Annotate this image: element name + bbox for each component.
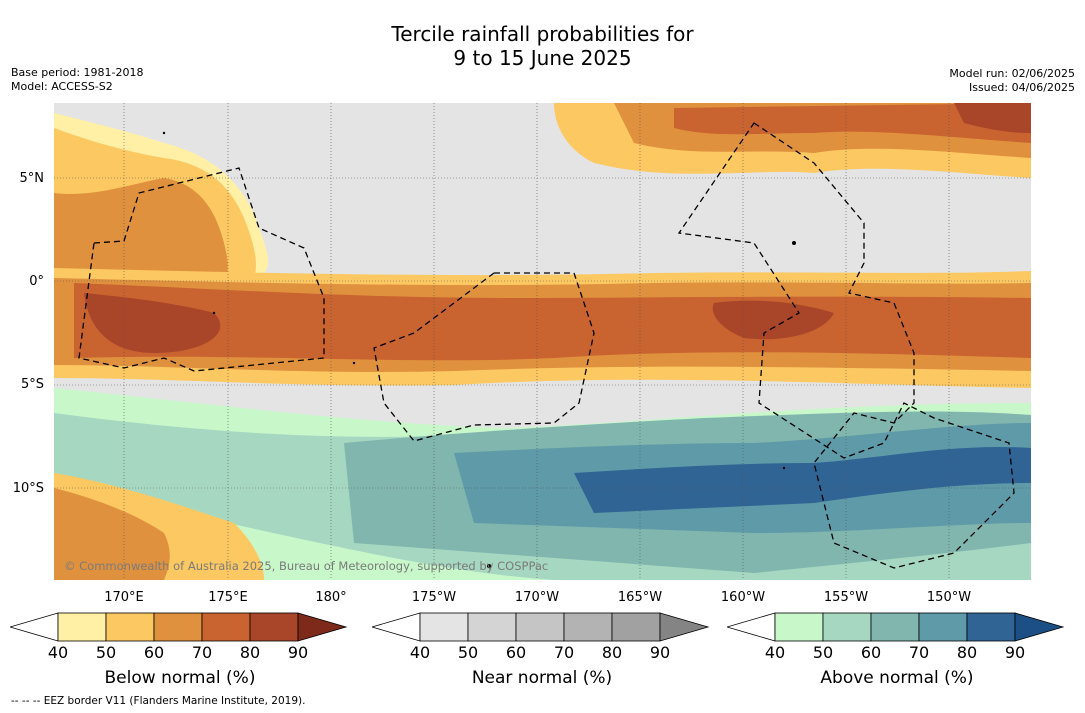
cbar-segment [467,612,517,642]
cbar-tick-label: 40 [764,643,786,662]
equatorial-band-strong [74,283,1031,361]
title-line-1: Tercile rainfall probabilities for [391,22,694,46]
lat-label-10s: 10°S [12,481,44,496]
cbar-tick-label: 80 [239,643,261,662]
base-period: Base period: 1981-2018 [11,66,144,79]
chart-title: Tercile rainfall probabilities for 9 to … [0,22,1085,70]
lat-label-5s: 5°S [20,377,44,392]
colorbar-near-normal [372,612,710,642]
cbar-above-max-arrow [1014,612,1065,642]
eez-footnote: -- -- -- EEZ border V11 (Flanders Marine… [11,695,306,707]
cbar-segment [419,612,469,642]
south-wet-band-core [574,446,1031,513]
cbar-segment [563,612,613,642]
copyright-note: © Commonwealth of Australia 2025, Bureau… [64,559,549,573]
cbar-below-min-arrow [10,612,59,642]
southwest-warm-patch-core [54,488,170,580]
lat-label-5n: 5°N [19,171,45,186]
cbar-segment [153,612,203,642]
cbar-tick-label: 40 [409,643,431,662]
model-name: Model: ACCESS-S2 [11,80,113,93]
cbar-segment [611,612,661,642]
lon-label-180: 180° [315,590,347,605]
model-run: Model run: 02/06/2025 [949,67,1075,80]
cbar-segment [870,612,920,642]
cbar-tick-label: 70 [908,643,930,662]
meta-right: Model run: 02/06/2025 Issued: 04/06/2025 [949,67,1075,95]
cbar-near-segments [419,612,661,642]
cbar-segment [515,612,565,642]
west-warm-region-3 [54,178,228,283]
cbar-tick-label: 70 [191,643,213,662]
cbar-above-segments [774,612,1016,642]
cbar-segment [105,612,155,642]
cbar-tick-label: 80 [956,643,978,662]
legend-label-below: Below normal (%) [104,668,256,688]
colorbar-below-normal [10,612,348,642]
colorbar-above-normal [727,612,1065,642]
cbar-segment [201,612,251,642]
lon-label-170e: 170°E [104,590,144,605]
cbar-tick-label: 60 [143,643,165,662]
lon-label-175e: 175°E [208,590,248,605]
cbar-tick-label: 70 [553,643,575,662]
cbar-below-segments [57,612,299,642]
cbar-tick-label: 60 [860,643,882,662]
cbar-segment [57,612,107,642]
title-line-2: 9 to 15 June 2025 [453,46,632,70]
cbar-tick-label: 40 [47,643,69,662]
north-warm-band-hot [954,103,1031,133]
cbar-tick-label: 80 [601,643,623,662]
north-warm-band-peak [674,103,1031,143]
lon-label-155w: 155°W [823,590,869,605]
cbar-tick-label: 50 [95,643,117,662]
legend-label-near: Near normal (%) [471,668,613,688]
rainfall-probability-map[interactable] [54,103,1031,580]
cbar-segment [918,612,968,642]
lon-label-165w: 165°W [617,590,663,605]
cbar-segment [966,612,1016,642]
cbar-segment [774,612,824,642]
eez-borders [78,122,1015,569]
cbar-tick-label: 50 [457,643,479,662]
cbar-segment [822,612,872,642]
cbar-near-min-arrow [372,612,421,642]
equatorial-band-core [84,293,221,353]
cbar-tick-label: 50 [812,643,834,662]
lat-label-0: 0° [29,274,44,289]
cbar-tick-label: 90 [1004,643,1026,662]
cbar-below-max-arrow [297,612,348,642]
graticule [54,103,1031,580]
islands [162,131,796,568]
issued-date: Issued: 04/06/2025 [968,81,1075,94]
cbar-segment [249,612,299,642]
cbar-above-min-arrow [727,612,776,642]
cbar-tick-label: 60 [505,643,527,662]
lon-label-175w: 175°W [411,590,457,605]
lon-label-170w: 170°W [514,590,560,605]
meta-left: Base period: 1981-2018 Model: ACCESS-S2 [11,66,143,94]
cbar-tick-label: 90 [287,643,309,662]
legend-label-above: Above normal (%) [820,668,974,688]
cbar-near-max-arrow [659,612,710,642]
cbar-tick-label: 90 [649,643,671,662]
lon-label-160w: 160°W [720,590,766,605]
lon-label-150w: 150°W [926,590,972,605]
